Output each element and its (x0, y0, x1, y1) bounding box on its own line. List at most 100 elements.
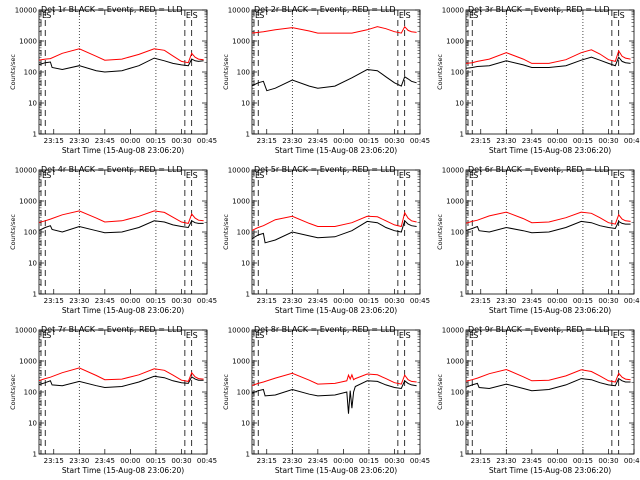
x-axis-label: Start Time (15-Aug-08 23:06:20) (275, 306, 397, 315)
y-axis-label: Counts/sec (9, 214, 17, 250)
xtick-label: 00:15 (573, 297, 593, 305)
ytick-label: 10000 (15, 167, 37, 175)
marker-label: E (186, 171, 191, 180)
xtick-label: 00:30 (384, 297, 404, 305)
xtick-label: 00:30 (171, 137, 191, 145)
marker-label: S (259, 171, 264, 180)
ytick-label: 10 (28, 100, 37, 108)
xtick-label: 00:45 (197, 297, 217, 305)
xtick-label: 23:45 (522, 457, 542, 465)
chart-title: Det 8r BLACK = Events, RED = LLD (254, 325, 396, 334)
xtick-label: 23:45 (308, 457, 328, 465)
ytick-label: 10 (28, 420, 37, 428)
chart-title: Det 4r BLACK = Events, RED = LLD (41, 165, 183, 174)
xtick-label: 23:30 (496, 457, 516, 465)
xtick-label: 00:15 (146, 137, 166, 145)
xtick-label: 00:45 (197, 457, 217, 465)
marker-label: E (255, 171, 260, 180)
marker-label: E (399, 171, 404, 180)
marker-label: E (186, 11, 191, 20)
xtick-label: 23:15 (471, 297, 491, 305)
series-line-events (39, 57, 204, 73)
marker-label: S (46, 171, 51, 180)
series-line-lld (39, 367, 204, 382)
xtick-label: 23:15 (471, 137, 491, 145)
ytick-label: 1000 (232, 358, 250, 366)
chart-title: Det 2r BLACK = Events, RED = LLD (254, 5, 396, 14)
xtick-label: 00:15 (359, 457, 379, 465)
xtick-label: 23:45 (522, 137, 542, 145)
ytick-label: 10000 (442, 7, 464, 15)
marker-label: E (255, 331, 260, 340)
marker-label: E (469, 331, 474, 340)
xtick-label: 00:30 (171, 457, 191, 465)
y-axis-label: Counts/sec (222, 54, 230, 90)
series-line-lld (466, 211, 631, 225)
ytick-label: 1000 (232, 38, 250, 46)
marker-label: E (399, 331, 404, 340)
ytick-label: 1 (246, 451, 250, 459)
marker-label: E (186, 331, 191, 340)
marker-label: E (42, 171, 47, 180)
ytick-label: 10000 (228, 327, 250, 335)
y-axis-label: Counts/sec (436, 214, 444, 250)
series-line-events (252, 380, 417, 414)
ytick-label: 10000 (442, 167, 464, 175)
xtick-label: 23:15 (257, 297, 277, 305)
series-line-lld (39, 48, 204, 64)
xtick-label: 00:00 (333, 457, 353, 465)
marker-label: E (399, 11, 404, 20)
marker-label: E (469, 171, 474, 180)
xtick-label: 23:15 (44, 137, 64, 145)
marker-label: S (406, 331, 411, 340)
ytick-label: 10000 (15, 327, 37, 335)
ytick-label: 1 (460, 131, 464, 139)
xtick-label: 00:00 (120, 137, 140, 145)
ytick-label: 1 (246, 131, 250, 139)
ytick-label: 1 (33, 451, 37, 459)
xtick-label: 23:30 (69, 457, 89, 465)
ytick-label: 10 (241, 100, 250, 108)
xtick-label: 23:15 (257, 137, 277, 145)
marker-label: E (469, 11, 474, 20)
ytick-label: 100 (24, 229, 37, 237)
xtick-label: 00:45 (197, 137, 217, 145)
ytick-label: 10 (241, 420, 250, 428)
ytick-label: 10 (455, 100, 464, 108)
chart-title: Det 3r BLACK = Events, RED = LLD (468, 5, 610, 14)
ytick-label: 10000 (15, 7, 37, 15)
xtick-label: 00:45 (624, 457, 640, 465)
series-line-events (39, 375, 204, 389)
marker-label: S (193, 171, 198, 180)
xtick-label: 23:45 (95, 297, 115, 305)
marker-label: S (406, 171, 411, 180)
ytick-label: 1 (460, 291, 464, 299)
xtick-label: 23:45 (95, 457, 115, 465)
ytick-label: 10 (241, 260, 250, 268)
series-line-events (466, 220, 631, 234)
xtick-label: 00:00 (333, 297, 353, 305)
xtick-label: 23:15 (44, 457, 64, 465)
xtick-label: 00:15 (573, 457, 593, 465)
xtick-label: 00:00 (333, 137, 353, 145)
xtick-label: 23:30 (282, 457, 302, 465)
xtick-label: 00:45 (410, 457, 430, 465)
marker-label: S (259, 11, 264, 20)
marker-label: S (406, 11, 411, 20)
xtick-label: 23:45 (95, 137, 115, 145)
ytick-label: 1000 (19, 38, 37, 46)
marker-label: S (473, 11, 478, 20)
xtick-label: 00:30 (384, 457, 404, 465)
ytick-label: 10000 (442, 327, 464, 335)
xtick-label: 23:30 (69, 137, 89, 145)
marker-label: S (620, 331, 625, 340)
ytick-label: 1000 (446, 38, 464, 46)
xtick-label: 00:15 (573, 137, 593, 145)
xtick-label: 23:30 (282, 297, 302, 305)
xtick-label: 00:00 (547, 137, 567, 145)
ytick-label: 1 (246, 291, 250, 299)
